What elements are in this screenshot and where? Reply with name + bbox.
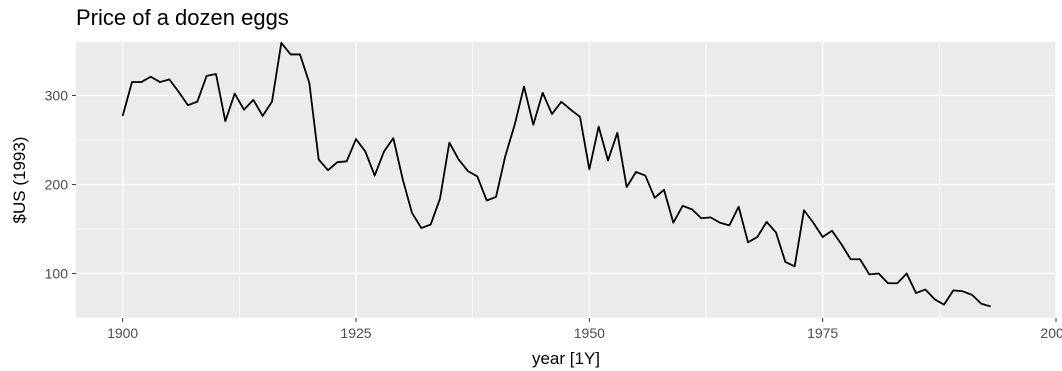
y-axis: 100 200 300 — [45, 87, 76, 281]
x-axis-title: year [1Y] — [532, 349, 600, 368]
y-tick-label: 300 — [45, 87, 69, 103]
x-tick-label: 1925 — [340, 325, 371, 341]
x-tick-label: 1975 — [807, 325, 838, 341]
y-tick-label: 200 — [45, 176, 69, 192]
x-axis: 1900 1925 1950 1975 2000 — [107, 318, 1062, 341]
y-tick-label: 100 — [45, 265, 69, 281]
x-tick-label: 1900 — [107, 325, 138, 341]
chart-title: Price of a dozen eggs — [76, 5, 289, 30]
x-tick-label: 1950 — [574, 325, 605, 341]
y-axis-title: $US (1993) — [10, 137, 29, 224]
x-tick-label: 2000 — [1040, 325, 1062, 341]
